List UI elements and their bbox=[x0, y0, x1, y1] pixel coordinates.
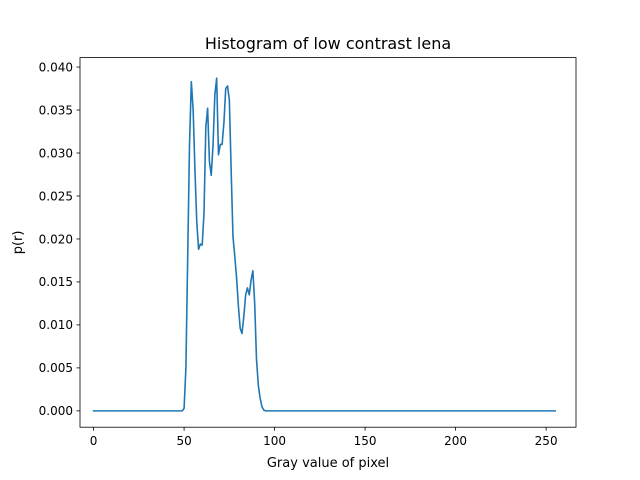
x-tick-label: 200 bbox=[444, 434, 467, 448]
x-axis-label: Gray value of pixel bbox=[267, 456, 389, 471]
x-tick-label: 150 bbox=[354, 434, 377, 448]
x-tick-label: 50 bbox=[176, 434, 191, 448]
axis-ticks: 0 50 100 150 200 250 0.000 0.005 0.010 0.015 0.020… bbox=[39, 60, 558, 448]
y-tick-label: 0.010 bbox=[39, 318, 73, 332]
y-tick-label: 0.035 bbox=[39, 103, 73, 117]
y-tick-label: 0.005 bbox=[39, 361, 73, 375]
y-tick-label: 0.040 bbox=[39, 60, 73, 74]
x-tick-label: 0 bbox=[90, 434, 98, 448]
y-axis-label: p(r) bbox=[11, 231, 26, 255]
y-tick-label: 0.000 bbox=[39, 404, 73, 418]
chart-title: Histogram of low contrast lena bbox=[205, 34, 451, 53]
x-tick-label: 100 bbox=[263, 434, 286, 448]
series-line bbox=[92, 77, 556, 412]
y-tick-label: 0.030 bbox=[39, 146, 73, 160]
y-tick-label: 0.020 bbox=[39, 232, 73, 246]
y-tick-label: 0.025 bbox=[39, 189, 73, 203]
plot-frame bbox=[79, 57, 577, 428]
y-tick-label: 0.015 bbox=[39, 275, 73, 289]
x-tick-label: 250 bbox=[535, 434, 558, 448]
